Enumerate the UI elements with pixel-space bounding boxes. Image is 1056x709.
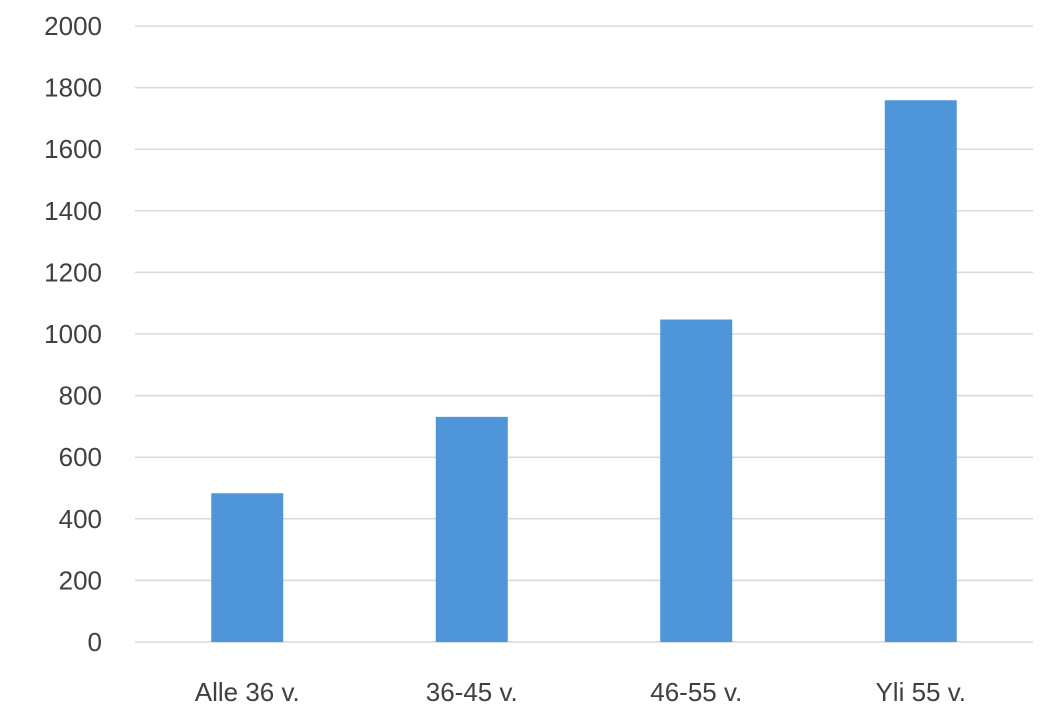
x-tick-label: 36-45 v. bbox=[426, 677, 518, 704]
bars bbox=[211, 100, 957, 642]
gridlines bbox=[135, 25, 1033, 643]
y-tick-label: 1800 bbox=[44, 73, 102, 103]
y-tick-label: 1000 bbox=[44, 319, 102, 349]
y-tick-label: 800 bbox=[59, 381, 102, 411]
bar bbox=[211, 493, 284, 642]
y-tick-label: 400 bbox=[59, 504, 102, 534]
y-axis-ticks: 0 200 400 600 800 1000 1200 1400 1600 1800 2000 bbox=[44, 11, 102, 657]
x-tick-label: Alle 36 v. bbox=[195, 677, 300, 704]
bar bbox=[884, 100, 957, 642]
y-tick-label: 1400 bbox=[44, 196, 102, 226]
bar bbox=[660, 319, 733, 642]
y-tick-label: 600 bbox=[59, 442, 102, 472]
x-tick-label: Yli 55 v. bbox=[875, 677, 966, 704]
bar bbox=[435, 416, 508, 642]
x-tick-label: 46-55 v. bbox=[650, 677, 742, 704]
y-tick-label: 200 bbox=[59, 565, 102, 595]
y-tick-label: 0 bbox=[88, 627, 102, 657]
y-tick-label: 1200 bbox=[44, 257, 102, 287]
y-tick-label: 2000 bbox=[44, 11, 102, 41]
y-tick-label: 1600 bbox=[44, 134, 102, 164]
x-axis-ticks: Alle 36 v. 36-45 v. 46-55 v. Yli 55 v. bbox=[195, 677, 966, 707]
